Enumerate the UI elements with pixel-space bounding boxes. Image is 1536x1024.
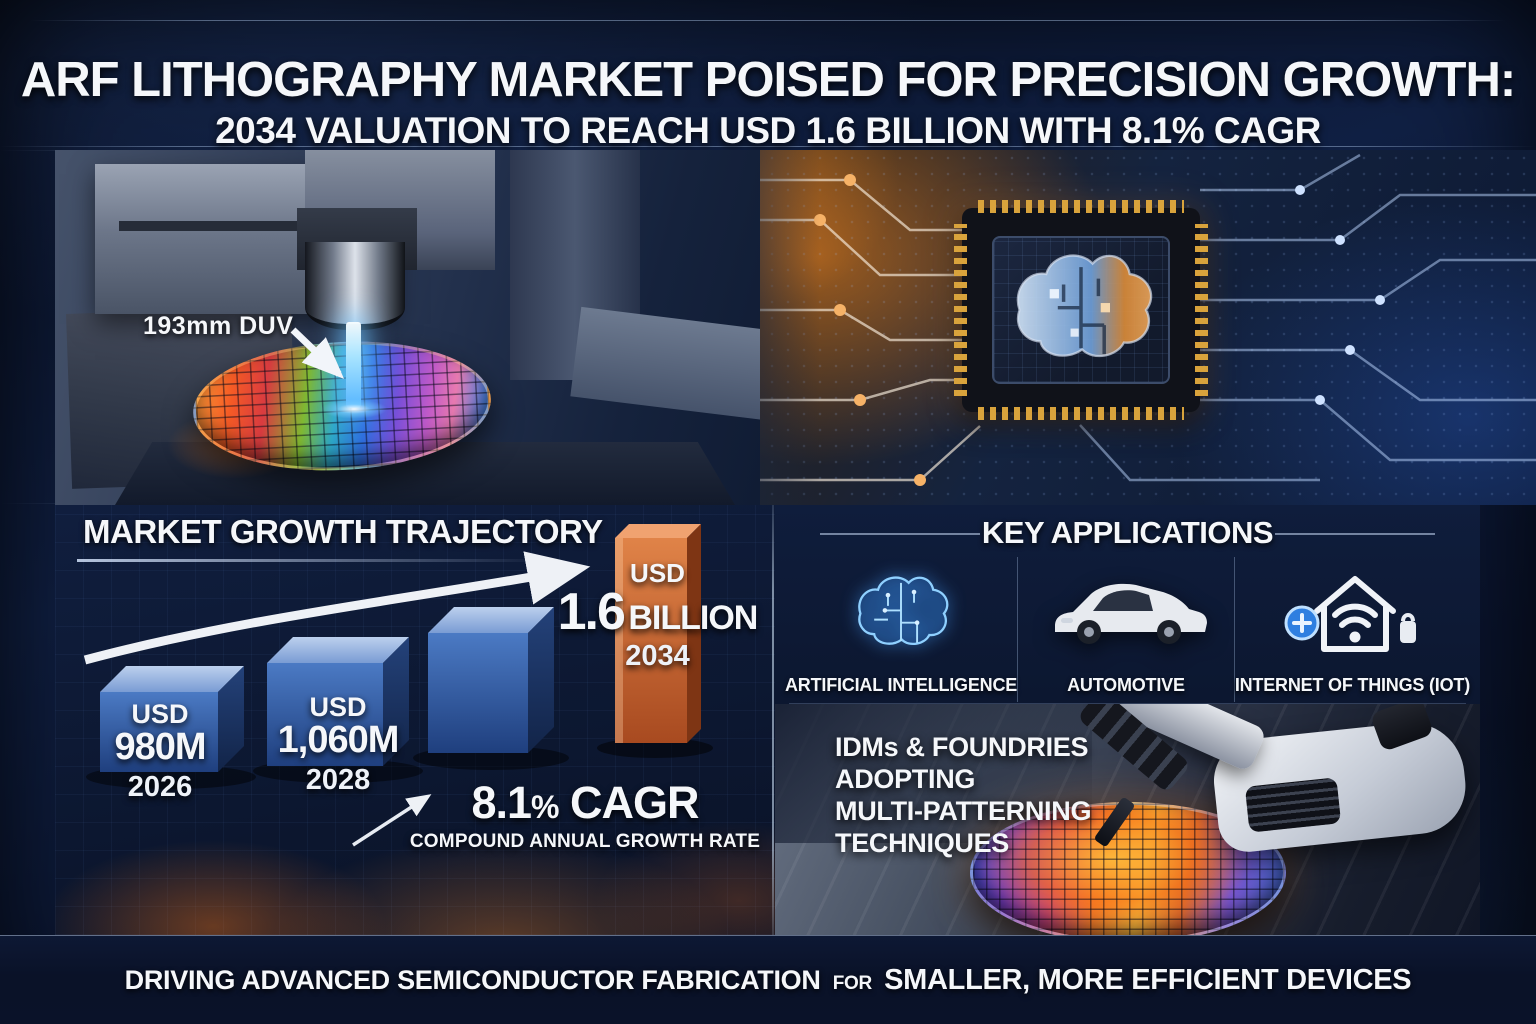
application-label: ARTIFICIAL INTELLIGENCE [785,675,1018,695]
bar-label-2034: USD 1.6 BILLION 2034 [550,560,765,671]
cagr-callout: 8.1% CAGR COMPOUND ANNUAL GROWTH RATE [385,777,775,853]
chip-pins-bottom [978,407,1184,420]
application-automotive: AUTOMOTIVE [1017,557,1234,702]
footer-banner: DRIVING ADVANCED SEMICONDUCTOR FABRICATI… [0,935,1536,1024]
heading-line-left [820,533,980,535]
beam-wavelength-label: 193mm DUV [143,312,294,340]
bar4-amount: 1.6 BILLION [557,583,759,641]
cagr-subline: COMPOUND ANNUAL GROWTH RATE [409,831,761,852]
bar-label-2026: USD 980M 2026 [114,699,206,803]
foundries-line: MULTI-PATTERNING [835,795,1092,826]
foundries-line: IDMs & FOUNDRIES [835,732,1089,762]
key-applications-panel: KEY APPLICATIONS ARTIFICIAL INTELLIGENCE [775,505,1480,935]
ai-chip [954,200,1208,420]
machine-rail [570,306,760,424]
foundries-line: TECHNIQUES [835,827,1010,858]
application-label: INTERNET OF THINGS (IoT) [1234,675,1470,695]
chip-pins-left [954,224,967,396]
growth-bar-chart [83,524,713,847]
robot-arm-grill [1244,777,1342,833]
foundries-line: ADOPTING [835,763,976,794]
cagr-value: 8.1% CAGR [471,777,699,828]
applications-heading: KEY APPLICATIONS [981,515,1274,550]
chip-die [992,236,1170,384]
top-frame-line [30,20,1506,21]
iot-house-wifi-icon [1235,563,1470,663]
chip-pins-top [978,200,1184,213]
heading-line-right [1275,533,1435,535]
application-artificial-intelligence: ARTIFICIAL INTELLIGENCE [785,557,1017,702]
label-arrow-icon [290,327,345,379]
beam-impact-glow [310,396,398,422]
application-iot: INTERNET OF THINGS (IoT) [1233,557,1470,702]
duv-beam [346,322,361,408]
applications-row: ARTIFICIAL INTELLIGENCE AUTOMOTIVE [785,557,1470,702]
page-title: ARF LITHOGRAPHY MARKET POISED FOR PRECIS… [20,53,1516,107]
lithography-machine-photo: 193mm DUV [55,150,760,505]
projection-lens [305,242,405,330]
header-separator-line-1 [0,146,1536,147]
bar-label-2028: USD 1,060M 2028 [277,692,400,796]
footer-text: DRIVING ADVANCED SEMICONDUCTOR FABRICATI… [124,964,1412,996]
market-growth-panel: MARKET GROWTH TRAJECTORY [55,505,775,935]
chip-pins-right [1195,224,1208,396]
ai-brain-icon [785,563,1017,663]
car-icon [1018,563,1234,663]
growth-heading: MARKET GROWTH TRAJECTORY [83,513,603,550]
foundries-caption: IDMs & FOUNDRIES ADOPTING MULTI-PATTERNI… [835,732,1091,859]
application-label: AUTOMOTIVE [1067,675,1185,695]
chip-brain-icon [1016,254,1153,358]
ai-chip-circuit-photo [700,150,1536,505]
robot-wafer-photo: IDMs & FOUNDRIES ADOPTING MULTI-PATTERNI… [775,704,1480,935]
panel-vertical-divider [772,505,774,935]
applications-divider-line [789,703,1466,704]
growth-heading-underline [77,559,547,562]
page-subtitle: 2034 VALUATION TO REACH USD 1.6 BILLION … [215,110,1321,151]
